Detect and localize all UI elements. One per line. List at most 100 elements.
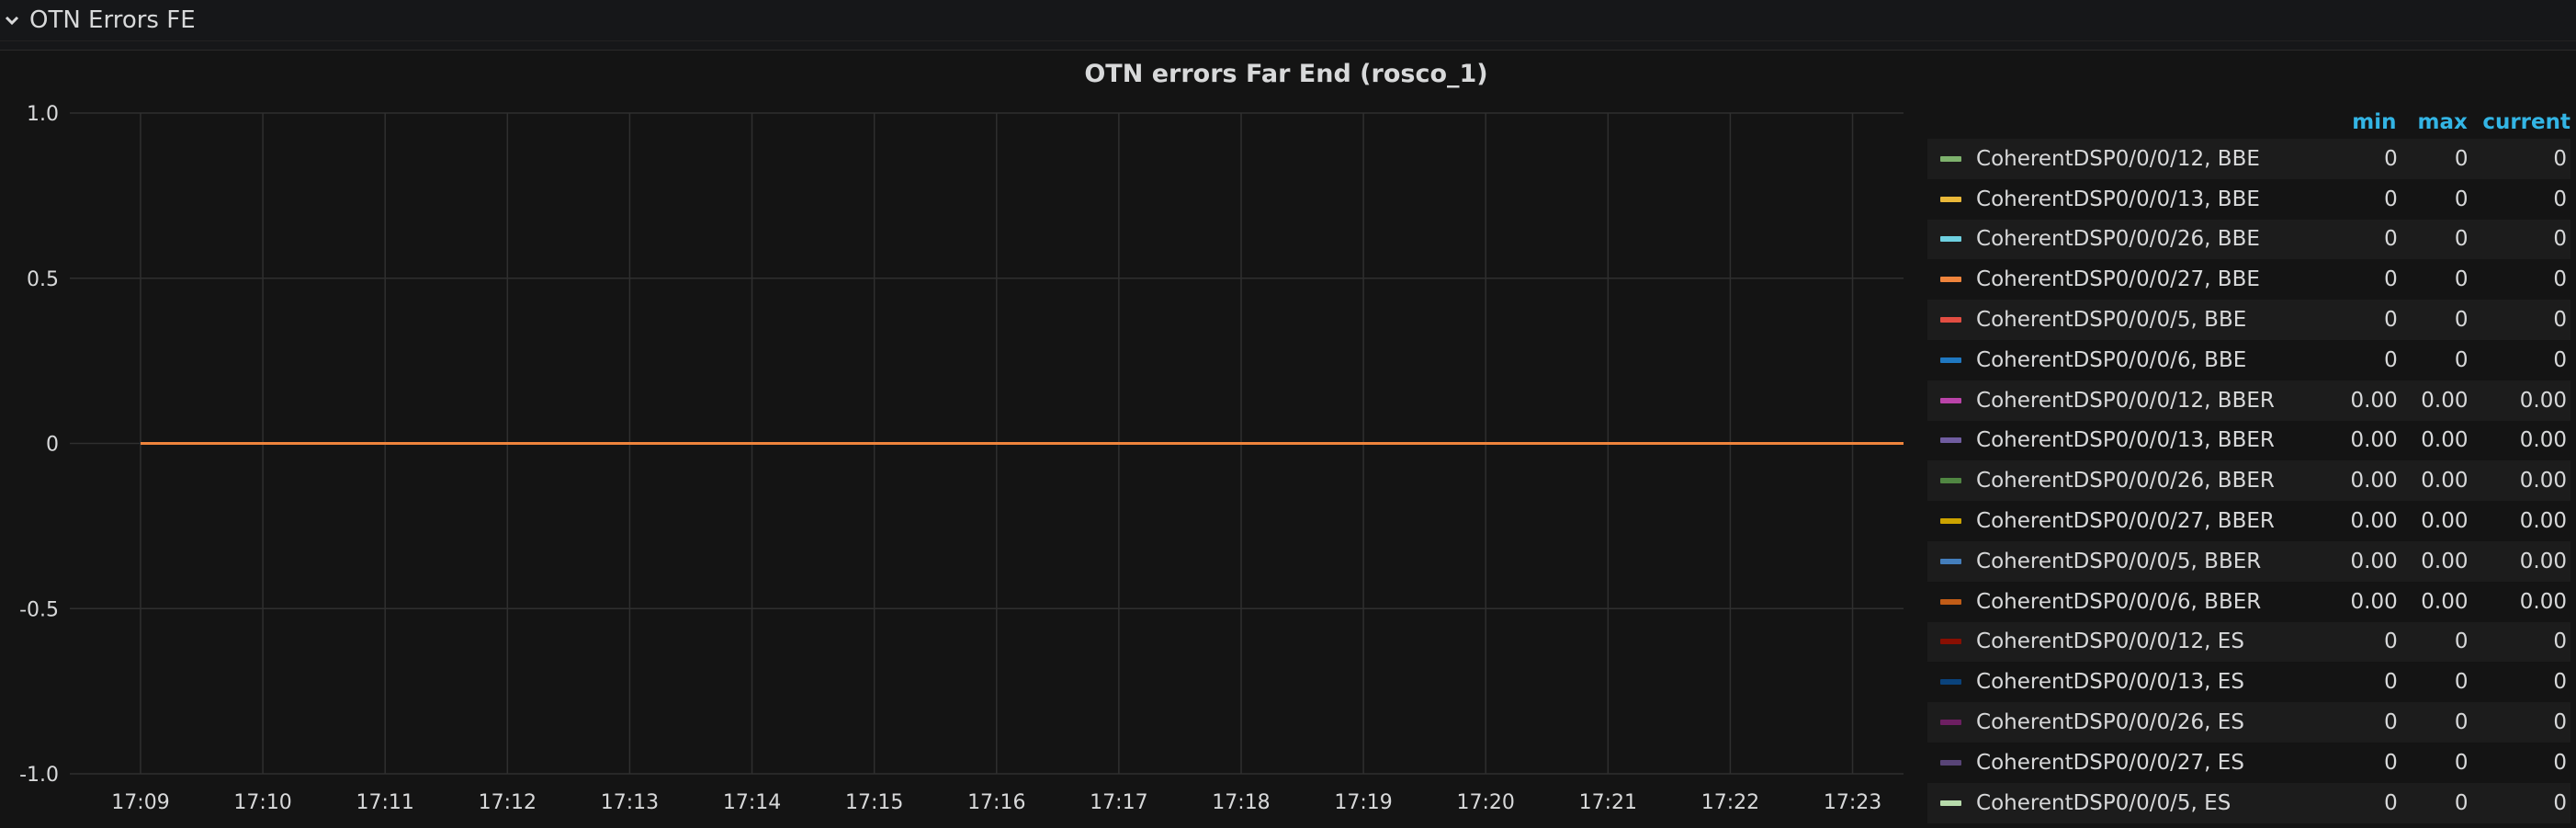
legend-item[interactable]: CoherentDSP0/0/0/26, BBE 0 0 0 bbox=[1927, 219, 2570, 260]
legend-value-min: 0 bbox=[2384, 308, 2398, 333]
legend-series-name[interactable]: CoherentDSP0/0/0/13, BBER bbox=[1976, 428, 2275, 453]
legend-value-max: 0 bbox=[2454, 267, 2469, 292]
legend-value-current: 0.00 bbox=[2519, 509, 2567, 534]
legend-value-min: 0 bbox=[2384, 630, 2398, 654]
legend-value-current: 0 bbox=[2553, 710, 2567, 735]
legend-color-swatch[interactable] bbox=[1940, 155, 1962, 162]
legend-item[interactable]: CoherentDSP0/0/0/26, BBER 0.00 0.00 0.00 bbox=[1927, 460, 2570, 502]
x-tick-label: 17:15 bbox=[845, 791, 903, 814]
legend-header-min[interactable]: min bbox=[2352, 110, 2397, 134]
legend-color-swatch[interactable] bbox=[1940, 478, 1962, 484]
legend-color-swatch[interactable] bbox=[1940, 679, 1962, 686]
legend-color-swatch[interactable] bbox=[1940, 397, 1962, 403]
legend-item[interactable]: CoherentDSP0/0/0/6, BBE 0 0 0 bbox=[1927, 340, 2570, 380]
y-tick-label: -0.5 bbox=[19, 598, 59, 621]
legend-series-name[interactable]: CoherentDSP0/0/0/12, BBE bbox=[1976, 146, 2260, 171]
legend-item[interactable]: CoherentDSP0/0/0/5, ES 0 0 0 bbox=[1927, 782, 2570, 823]
legend-color-swatch[interactable] bbox=[1940, 317, 1962, 323]
panel-title[interactable]: OTN errors Far End (rosco_1) bbox=[1084, 60, 1488, 88]
legend-color-swatch[interactable] bbox=[1940, 277, 1962, 283]
legend-color-swatch[interactable] bbox=[1940, 518, 1962, 525]
legend-value-min: 0 bbox=[2384, 267, 2398, 292]
legend-item[interactable]: CoherentDSP0/0/0/12, ES 0 0 0 bbox=[1927, 621, 2570, 663]
legend-value-max: 0.00 bbox=[2421, 388, 2469, 413]
legend-series-name[interactable]: CoherentDSP0/0/0/5, BBE bbox=[1976, 308, 2247, 333]
legend-value-max: 0 bbox=[2454, 630, 2469, 654]
x-tick-label: 17:18 bbox=[1212, 791, 1270, 814]
chart-plot-area[interactable]: 1.0 0.5 0 -0.5 -1.0 17:09 17:10 17:11 17:12 17:13… bbox=[0, 51, 1911, 828]
legend-item[interactable]: CoherentDSP0/0/0/12, BBE 0 0 0 bbox=[1927, 139, 2570, 179]
legend-color-swatch[interactable] bbox=[1940, 800, 1962, 806]
legend: min max current CoherentDSP0/0/0/12, BBE… bbox=[1927, 106, 2570, 823]
legend-item[interactable]: CoherentDSP0/0/0/27, ES 0 0 0 bbox=[1927, 743, 2570, 783]
legend-series-name[interactable]: CoherentDSP0/0/0/6, BBER bbox=[1976, 589, 2262, 614]
legend-item[interactable]: CoherentDSP0/0/0/13, BBE 0 0 0 bbox=[1927, 179, 2570, 220]
legend-header-max[interactable]: max bbox=[2417, 110, 2468, 134]
legend-series-name[interactable]: CoherentDSP0/0/0/27, BBER bbox=[1976, 509, 2275, 534]
legend-value-min: 0 bbox=[2384, 187, 2398, 211]
legend-item[interactable]: CoherentDSP0/0/0/27, BBE 0 0 0 bbox=[1927, 259, 2570, 300]
legend-item[interactable]: CoherentDSP0/0/0/6, BBER 0.00 0.00 0.00 bbox=[1927, 582, 2570, 622]
legend-value-max: 0 bbox=[2454, 670, 2469, 695]
legend-series-name[interactable]: CoherentDSP0/0/0/6, BBE bbox=[1976, 347, 2247, 372]
legend-value-max: 0.00 bbox=[2421, 589, 2469, 614]
legend-value-current: 0.00 bbox=[2519, 388, 2567, 413]
legend-color-swatch[interactable] bbox=[1940, 759, 1962, 766]
y-tick-label: 1.0 bbox=[27, 103, 59, 126]
legend-value-min: 0 bbox=[2384, 347, 2398, 372]
legend-series-name[interactable]: CoherentDSP0/0/0/27, ES bbox=[1976, 750, 2244, 775]
legend-value-current: 0 bbox=[2553, 227, 2567, 252]
legend-series-name[interactable]: CoherentDSP0/0/0/26, BBER bbox=[1976, 469, 2275, 493]
legend-color-swatch[interactable] bbox=[1940, 236, 1962, 243]
legend-value-max: 0 bbox=[2454, 308, 2469, 333]
legend-color-swatch[interactable] bbox=[1940, 720, 1962, 726]
legend-value-max: 0.00 bbox=[2421, 509, 2469, 534]
row-collapse-toggle[interactable]: OTN Errors FE bbox=[0, 6, 196, 34]
legend-series-name[interactable]: CoherentDSP0/0/0/12, ES bbox=[1976, 630, 2244, 654]
legend-series-name[interactable]: CoherentDSP0/0/0/27, BBE bbox=[1976, 267, 2260, 292]
legend-value-current: 0 bbox=[2553, 347, 2567, 372]
legend-value-current: 0 bbox=[2553, 308, 2567, 333]
legend-color-swatch[interactable] bbox=[1940, 639, 1962, 645]
legend-value-min: 0.00 bbox=[2350, 549, 2398, 573]
legend-header: min max current bbox=[1927, 106, 2570, 139]
legend-value-max: 0.00 bbox=[2421, 428, 2469, 453]
legend-item[interactable]: CoherentDSP0/0/0/26, ES 0 0 0 bbox=[1927, 702, 2570, 743]
legend-series-name[interactable]: CoherentDSP0/0/0/13, BBE bbox=[1976, 187, 2260, 211]
legend-item[interactable]: CoherentDSP0/0/0/12, BBER 0.00 0.00 0.00 bbox=[1927, 380, 2570, 421]
legend-series-name[interactable]: CoherentDSP0/0/0/5, BBER bbox=[1976, 549, 2262, 573]
legend-value-current: 0 bbox=[2553, 670, 2567, 695]
legend-header-current[interactable]: current bbox=[2482, 110, 2570, 134]
row-title[interactable]: OTN Errors FE bbox=[29, 6, 196, 34]
legend-value-min: 0.00 bbox=[2350, 388, 2398, 413]
legend-value-min: 0 bbox=[2384, 146, 2398, 171]
legend-color-swatch[interactable] bbox=[1940, 598, 1962, 605]
legend-value-min: 0.00 bbox=[2350, 428, 2398, 453]
legend-item[interactable]: CoherentDSP0/0/0/13, ES 0 0 0 bbox=[1927, 662, 2570, 702]
legend-series-name[interactable]: CoherentDSP0/0/0/12, BBER bbox=[1976, 388, 2275, 413]
legend-value-max: 0.00 bbox=[2421, 549, 2469, 573]
legend-series-name[interactable]: CoherentDSP0/0/0/13, ES bbox=[1976, 670, 2244, 695]
legend-series-name[interactable]: CoherentDSP0/0/0/5, ES bbox=[1976, 790, 2231, 815]
legend-item[interactable]: CoherentDSP0/0/0/13, BBER 0.00 0.00 0.00 bbox=[1927, 421, 2570, 461]
x-tick-label: 17:22 bbox=[1701, 791, 1759, 814]
legend-item[interactable]: CoherentDSP0/0/0/27, BBER 0.00 0.00 0.00 bbox=[1927, 501, 2570, 541]
chevron-down-icon[interactable] bbox=[2, 10, 22, 30]
legend-item[interactable]: CoherentDSP0/0/0/5, BBE 0 0 0 bbox=[1927, 300, 2570, 340]
legend-color-swatch[interactable] bbox=[1940, 196, 1962, 202]
x-tick-label: 17:14 bbox=[723, 791, 781, 814]
y-tick-label: 0.5 bbox=[27, 268, 59, 291]
legend-color-swatch[interactable] bbox=[1940, 558, 1962, 564]
x-tick-label: 17:19 bbox=[1334, 791, 1392, 814]
legend-value-current: 0.00 bbox=[2519, 589, 2567, 614]
legend-item[interactable]: CoherentDSP0/0/0/5, BBER 0.00 0.00 0.00 bbox=[1927, 540, 2570, 582]
legend-series-name[interactable]: CoherentDSP0/0/0/26, ES bbox=[1976, 710, 2244, 735]
x-tick-label: 17:10 bbox=[233, 791, 291, 814]
legend-color-swatch[interactable] bbox=[1940, 437, 1962, 444]
legend-rows: CoherentDSP0/0/0/12, BBE 0 0 0 CoherentDSP0/… bbox=[1927, 139, 2570, 823]
y-tick-label: -1.0 bbox=[19, 764, 59, 787]
legend-value-min: 0.00 bbox=[2350, 469, 2398, 493]
legend-series-name[interactable]: CoherentDSP0/0/0/26, BBE bbox=[1976, 227, 2260, 252]
legend-color-swatch[interactable] bbox=[1940, 357, 1962, 363]
legend-value-max: 0 bbox=[2454, 227, 2469, 252]
